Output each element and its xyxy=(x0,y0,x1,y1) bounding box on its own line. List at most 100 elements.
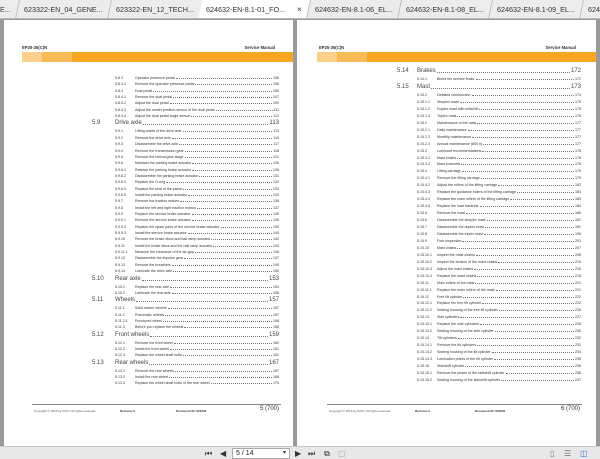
toc-entry[interactable]: 5.15.1.1 Simplex mast 175 xyxy=(417,100,581,105)
toc-entry[interactable]: 5.13 Rear wheels 167 xyxy=(92,360,279,368)
toc-entry[interactable]: 5.15.13.1 Replace the side cylinders 228 xyxy=(417,322,581,327)
toc-entry[interactable]: 5.13.3 Replace the wheel shaft bolts of t… xyxy=(115,381,279,386)
toc-entry[interactable]: 5.9.3 Disassemble the drive axle 117 xyxy=(115,142,279,147)
toc-entry[interactable]: 5.12 Front wheels 159 xyxy=(92,332,279,340)
two-page-icon[interactable]: ◫ xyxy=(580,449,588,458)
toc-entry[interactable]: 5.15.5 Remove the mast 186 xyxy=(417,211,581,216)
toc-entry[interactable]: 5.12.1 Remove the front wheel 160 xyxy=(115,341,279,346)
toc-entry[interactable]: 5.15.4.3 Replace the guidance rollers of … xyxy=(417,190,581,195)
tab[interactable]: 624632-EN-8.1-09_EL... xyxy=(489,0,585,18)
toc-entry[interactable]: 5.8.3 Operator presence pedal 106 xyxy=(115,76,279,81)
toc-entry[interactable]: 5.8.4.1 Remove the dual pedal 107 xyxy=(115,95,279,100)
toc-entry[interactable]: 5.15.8 Disassemble the triplex mast 196 xyxy=(417,232,581,237)
toc-entry[interactable]: 5.9.14 Lubricate the drive axle 150 xyxy=(115,269,279,274)
next-page-icon[interactable]: ▶ xyxy=(295,449,302,458)
toc-entry[interactable]: 5.15.12.2 Sealing housing of the free lif… xyxy=(417,308,581,313)
toc-entry[interactable]: 5.9.6.1 Release the parking brake actuato… xyxy=(115,168,279,173)
continuous-icon[interactable]: ☰ xyxy=(564,449,572,458)
toc-entry[interactable]: 5.9.6.4 Replace the seal of the piston 133 xyxy=(115,187,279,192)
toc-entry[interactable]: 5.15.4.1 Remove the lifting carriage 179 xyxy=(417,176,581,181)
toc-entry[interactable]: 5.15.3.2 Mast channels 178 xyxy=(417,162,581,167)
toc-entry[interactable]: 5.15.10.2 Inspect the tension of the mast… xyxy=(417,260,581,265)
toc-entry[interactable]: 5.14.1 Bleed the service brake 172 xyxy=(417,77,581,82)
toc-entry[interactable]: 5.15.2.1 Daily maintenance 177 xyxy=(417,128,581,133)
toc-entry[interactable]: 5.15.11 Main rollers of the mast 221 xyxy=(417,281,581,286)
tab[interactable]: 624632-EN-8.1-01_FO... × xyxy=(198,0,312,18)
toc-entry[interactable]: 5.15.15.1 Remove the piston of the sidesh… xyxy=(417,371,581,376)
toc-entry[interactable]: 5.15.4.4 Replace the main rollers of the … xyxy=(417,197,581,202)
toc-entry[interactable]: 5.9.8 Install the left and right traction… xyxy=(115,206,279,211)
toc-entry[interactable]: 5.15.4 Lifting carriage 179 xyxy=(417,169,581,174)
toc-entry[interactable]: 5.10.2 Lubricate the rear axle 156 xyxy=(115,291,279,296)
toc-entry[interactable]: 5.15.1.2 Duplex mast with initial lift 175 xyxy=(417,107,581,112)
toc-entry[interactable]: 5.15.10.3 Adjust the mast chains 216 xyxy=(417,267,581,272)
toc-entry[interactable]: 5.15.10 Mast chains 207 xyxy=(417,246,581,251)
toc-entry[interactable]: 5.9 Drive axle 113 xyxy=(92,120,279,128)
toc-entry[interactable]: 5.12.3 Replace the wheel shaft bolts 162 xyxy=(115,353,279,358)
tab[interactable]: 624632-EN-8... xyxy=(579,0,600,18)
toc-entry[interactable]: 5.15 Mast 173 xyxy=(397,84,581,92)
tab[interactable]: 624632-EN-8.1-08_EL... xyxy=(398,0,494,18)
single-page-icon[interactable]: ▯ xyxy=(550,449,555,458)
toc-entry[interactable]: 5.15.13.2 Sealing housing of the side cyl… xyxy=(417,329,581,334)
toc-entry[interactable]: 5.15.11.1 Replace the main rollers of the… xyxy=(417,288,581,293)
toc-entry[interactable]: 5.8.4.2 Adjust the dual pedal 109 xyxy=(115,101,279,106)
toc-entry[interactable]: 5.9.7 Remove the traction motors 136 xyxy=(115,199,279,204)
toc-entry[interactable]: 5.11.3 Before you replace the wheels 158 xyxy=(115,325,279,330)
toc-entry[interactable]: 5.15.4.2 Adjust the rollers of the liftin… xyxy=(417,183,581,188)
toc-entry[interactable]: 5.15.10.4 Replace the mast chains 218 xyxy=(417,274,581,279)
toc-entry[interactable]: 5.9.6.3 Replace the O-ring 132 xyxy=(115,180,279,185)
toc-entry[interactable]: 5.8.4.3 Adjust the center position sensor… xyxy=(115,108,279,113)
toc-entry[interactable]: 5.15.7 Disassemble the duplex mast 191 xyxy=(417,225,581,230)
toc-entry[interactable]: 5.9.2 Remove the drive axle 115 xyxy=(115,136,279,141)
toc-entry[interactable]: 5.9.6.2 Disassemble the parking brake act… xyxy=(115,174,279,179)
toc-entry[interactable]: 5.9.4 Remove the transmission gear 118 xyxy=(115,149,279,154)
toc-entry[interactable]: 5.14 Brakes 172 xyxy=(397,68,581,76)
toc-entry[interactable]: 5.15.6 Disassemble the simplex mast 187 xyxy=(417,218,581,223)
toc-entry[interactable]: 5.15.15 Sideshift cylinder 236 xyxy=(417,364,581,369)
toc-entry[interactable]: 5.9.6 Maintain the parking brake actuator… xyxy=(115,161,279,166)
toc-entry[interactable]: 5.11.1 Solid rubber wheels 157 xyxy=(115,306,279,311)
toc-entry[interactable]: 5.9.9 Replace the service brake actuator 1… xyxy=(115,212,279,217)
toc-entry[interactable]: 5.15.12.1 Replace the free lift cylinder 2… xyxy=(417,301,581,306)
toc-entry[interactable]: 5.9.9.2 Replace the spare parts of the se… xyxy=(115,225,279,230)
last-page-icon[interactable]: ⏭ xyxy=(308,449,316,458)
toc-entry[interactable]: 5.9.9.3 Install the service brake actuato… xyxy=(115,231,279,236)
toc-entry[interactable]: 5.15.12 Free lift cylinder 222 xyxy=(417,295,581,300)
page-number-input[interactable]: 5 / 14 xyxy=(232,448,290,459)
toc-entry[interactable]: 5.11 Wheels 157 xyxy=(92,297,279,305)
toc-entry[interactable]: 5.9.10 Remove the brake discs and ball ra… xyxy=(115,237,279,242)
toc-entry[interactable]: 5.9.9.1 Remove the service brake actuator… xyxy=(115,218,279,223)
toc-entry[interactable]: 5.9.11.1 Measure the clearance of the air… xyxy=(115,250,279,255)
toc-entry[interactable]: 5.15.3 Lubricant recommendations 178 xyxy=(417,149,581,154)
toc-entry[interactable]: 5.11.2.1 Punctured wheel 158 xyxy=(115,319,279,324)
toc-entry[interactable]: 5.9.11 Install the brake discs and the ba… xyxy=(115,244,279,249)
paste-icon[interactable]: ▢ xyxy=(338,449,346,458)
toc-entry[interactable]: 5.15.9 Fork inspection 203 xyxy=(417,239,581,244)
toc-entry[interactable]: 5.9.1 Lifting points of the drive axle 113 xyxy=(115,129,279,134)
toc-entry[interactable]: 5.15.14.3 Lubrication points of the tilt … xyxy=(417,357,581,362)
tab[interactable]: 623322-EN_12_TECH... xyxy=(107,0,203,18)
toc-entry[interactable]: 5.15.2.3 Annual maintenance (800 h) 177 xyxy=(417,142,581,147)
toc-entry[interactable]: 5.15.3.1 Mast chains 178 xyxy=(417,156,581,161)
toc-entry[interactable]: 5.15.4.5 Replace the load backrest 184 xyxy=(417,204,581,209)
tab[interactable]: 623322-EN_04_GENE... xyxy=(15,0,112,18)
toc-entry[interactable]: 5.15.1 Detailed construction 174 xyxy=(417,93,581,98)
toc-entry[interactable]: 5.15.2.2 Monthly maintenance 177 xyxy=(417,135,581,140)
toc-entry[interactable]: 5.11.2 Pneumatic wheels 157 xyxy=(115,313,279,318)
toc-entry[interactable]: 5.15.10.1 Inspect the mast chains 208 xyxy=(417,253,581,258)
toc-entry[interactable]: 5.10.1 Replace the rear axle 154 xyxy=(115,285,279,290)
copy-icon[interactable]: ⧉ xyxy=(324,449,330,458)
toc-entry[interactable]: 5.12.2 Install the front wheel 161 xyxy=(115,347,279,352)
toc-entry[interactable]: 5.15.14.2 Sealing housing of the tilt cyl… xyxy=(417,350,581,355)
toc-entry[interactable]: 5.15.2 Maintenance of the mast 177 xyxy=(417,121,581,126)
toc-entry[interactable]: 5.15.15.2 Sealing housing of the sideshif… xyxy=(417,378,581,383)
page-dropdown-chevron-icon[interactable]: ▾ xyxy=(283,450,287,456)
tab[interactable]: 624632-EN-8.1-06_EL... xyxy=(307,0,403,18)
toc-entry[interactable]: 5.9.12 Disassemble the impulse gear 147 xyxy=(115,256,279,261)
toc-entry[interactable]: 5.9.5 Remove the helical gear stage 121 xyxy=(115,155,279,160)
toc-entry[interactable]: 5.15.13 Side cylinders 227 xyxy=(417,315,581,320)
previous-page-icon[interactable]: ◀ xyxy=(220,449,227,458)
toc-entry[interactable]: 5.13.2 Install the rear wheel 168 xyxy=(115,375,279,380)
toc-entry[interactable]: 5.8.3.1 Remove the operator presence peda… xyxy=(115,82,279,87)
